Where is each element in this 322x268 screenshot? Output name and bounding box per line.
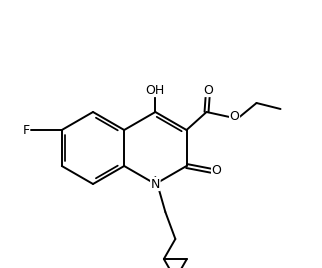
Text: F: F xyxy=(22,124,29,136)
Text: OH: OH xyxy=(146,84,165,96)
Text: O: O xyxy=(230,110,240,124)
Text: O: O xyxy=(212,165,222,177)
Text: N: N xyxy=(151,177,160,191)
Text: O: O xyxy=(204,84,213,96)
